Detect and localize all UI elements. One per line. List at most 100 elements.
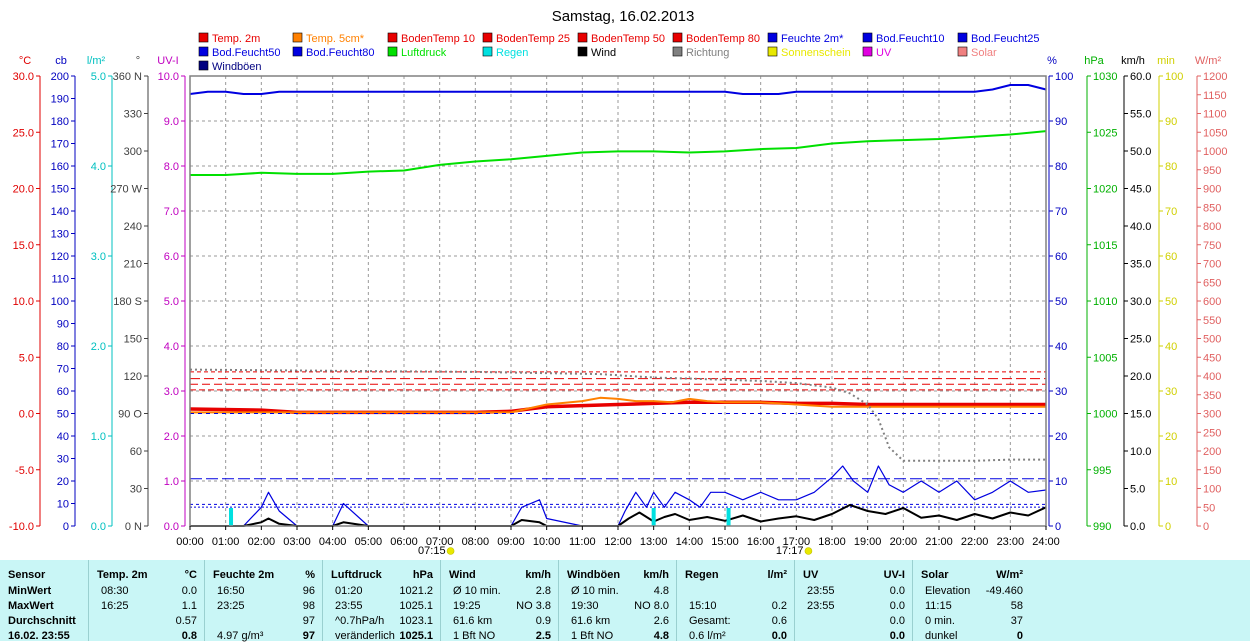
stats-row-value: 0.8 (181, 630, 197, 642)
x-tick-label: 14:00 (676, 536, 704, 548)
legend-swatch (767, 32, 778, 43)
axis-tick-label: 10 (57, 499, 69, 511)
axis-tick-label: 550 (1203, 315, 1221, 327)
stats-panel: Sensor MinWert MaxWert Durchschnitt 16.02. 2… (0, 560, 1250, 642)
stats-row-value: 4.8 (653, 585, 669, 597)
stats-row-note: Ø 10 min. (571, 585, 619, 597)
stats-row-value: 0.0 (889, 630, 905, 642)
stats-row-note: 16:25 (101, 600, 129, 612)
stats-row-value: NO 8.0 (634, 600, 669, 612)
axis-tick-label: 0 (1165, 521, 1171, 533)
series-luftdruck (190, 130, 1047, 176)
axis-tick-label: 45.0 (1130, 184, 1151, 196)
axis-tick-label: 70 (57, 364, 69, 376)
axis-tick-label: 0 (1055, 521, 1061, 533)
axis-tick-label: 30.0 (1130, 296, 1151, 308)
stats-row-value: 2.6 (653, 615, 669, 627)
legend-item: Windböen (198, 60, 262, 73)
stats-row-value: 1021.2 (399, 585, 433, 597)
axis-tick-label: 4.0 (91, 161, 106, 173)
axis-tick-label: 2.0 (91, 341, 106, 353)
stats-row-value: 1025.1 (399, 630, 433, 642)
axis-tick-label: 1030 (1093, 71, 1117, 83)
axis-tick-label: 0.0 (1130, 521, 1145, 533)
axis-tick-label: 700 (1203, 259, 1221, 271)
axis-tick-label: 35.0 (1130, 259, 1151, 271)
axis-tick-label: 50 (57, 409, 69, 421)
rain-bar (651, 508, 656, 526)
axis-tick-label: 20 (1165, 431, 1177, 443)
stats-row-value: NO 3.8 (516, 600, 551, 612)
legend-item: Richtung (672, 46, 729, 59)
legend-swatch (198, 46, 209, 57)
stats-header: UV (803, 569, 819, 581)
axis-tick-label: 5.0 (164, 296, 179, 308)
stats-row-note: 0.6 l/m² (689, 630, 726, 642)
axis-tick-label: 2.0 (164, 431, 179, 443)
stats-row-note: 08:30 (101, 585, 129, 597)
stats-header: Regen (685, 569, 719, 581)
axis-tick-label: 1150 (1203, 90, 1227, 102)
stats-unit: hPa (412, 569, 433, 581)
legend-label: Sonnenschein (781, 47, 851, 59)
axis-tick-label: 120 (51, 251, 69, 263)
series-wind (190, 504, 1047, 527)
legend-item: BodenTemp 80 (672, 32, 760, 45)
legend-label: Temp. 5cm* (306, 33, 365, 45)
legend-item: Luftdruck (387, 46, 447, 59)
x-axis: 00:00 01:00 02:00 03:00 04:00 05:00 06:00 07:00… (176, 526, 1060, 557)
stats-row-note: 19:25 (453, 600, 481, 612)
axis-tick-label: 950 (1203, 165, 1221, 177)
legend-item: Bod.Feucht80 (292, 46, 375, 59)
stats-row-note: 23:25 (217, 600, 245, 612)
legend-swatch (862, 46, 873, 57)
x-tick-label: 15:00 (711, 536, 739, 548)
legend-swatch (292, 46, 303, 57)
axis-tick-label: 180 S (113, 296, 142, 308)
axis-label: UV-I (157, 55, 178, 67)
stats-row-note: 0 min. (925, 615, 955, 627)
legend-label: Bod.Feucht80 (306, 47, 375, 59)
axis-tick-label: 90 (1055, 116, 1067, 128)
axis-tick-label: 30 (130, 484, 142, 496)
stats-row-value: 1023.1 (399, 615, 433, 627)
legend-label: Richtung (686, 47, 729, 59)
axis-tick-label: 10 (1165, 476, 1177, 488)
stats-row-note: 11:15 (925, 600, 952, 612)
stats-row-note: Gesamt: (689, 615, 731, 627)
x-tick-label: 20:00 (890, 536, 918, 548)
legend-swatch (957, 32, 968, 43)
axis-tick-label: 1.0 (91, 431, 106, 443)
axis-tick-label: 0 N (125, 521, 142, 533)
legend-swatch (198, 60, 209, 71)
axis-tick-label: 3.0 (164, 386, 179, 398)
axis-tick-label: 40 (1165, 341, 1177, 353)
x-tick-label: 05:00 (355, 536, 383, 548)
weather-chart: Samstag, 16.02.2013 Temp. 2m Temp. 5cm* Bo… (9, 8, 1228, 557)
stats-row-value: 1.1 (181, 600, 197, 612)
series-layer (189, 84, 1047, 527)
x-tick-label: 24:00 (1032, 536, 1060, 548)
stats-boeen: Windböen km/h Ø 10 min. 4.8 19:30 NO 8.0 61.6 … (558, 560, 677, 642)
legend-swatch (198, 32, 209, 43)
stats-row-value: 0 (1016, 630, 1023, 642)
stats-unit: °C (184, 569, 197, 581)
axis-tick-label: 270 W (110, 184, 142, 196)
axis-tick-label: 0.0 (19, 409, 34, 421)
stats-row-label: MinWert (8, 585, 52, 597)
axis-tick-label: 750 (1203, 240, 1221, 252)
axis-tick-label: 25.0 (13, 127, 34, 139)
legend-item: Temp. 2m (198, 32, 260, 45)
stats-row-label: 16.02. 23:55 (8, 630, 70, 642)
x-tick-label: 09:00 (497, 536, 525, 548)
axis-tick-label: 0.0 (164, 521, 179, 533)
axis-tick-label: 0 (63, 521, 69, 533)
stats-row-value: 0.0 (889, 615, 905, 627)
stats-wind: Wind km/h Ø 10 min. 2.8 19:25 NO 3.8 61.6 km 0.… (440, 560, 559, 642)
x-tick-label: 08:00 (462, 536, 490, 548)
legend-label: BodenTemp 80 (686, 33, 760, 45)
axis-tick-label: 20 (57, 476, 69, 488)
stats-row-note: 23:55 (335, 600, 363, 612)
stats-row-label: MaxWert (8, 600, 54, 612)
stats-luftdruck: Luftdruck hPa 01:20 1021.2 23:55 1025.1 ^0.7hP… (322, 560, 441, 642)
